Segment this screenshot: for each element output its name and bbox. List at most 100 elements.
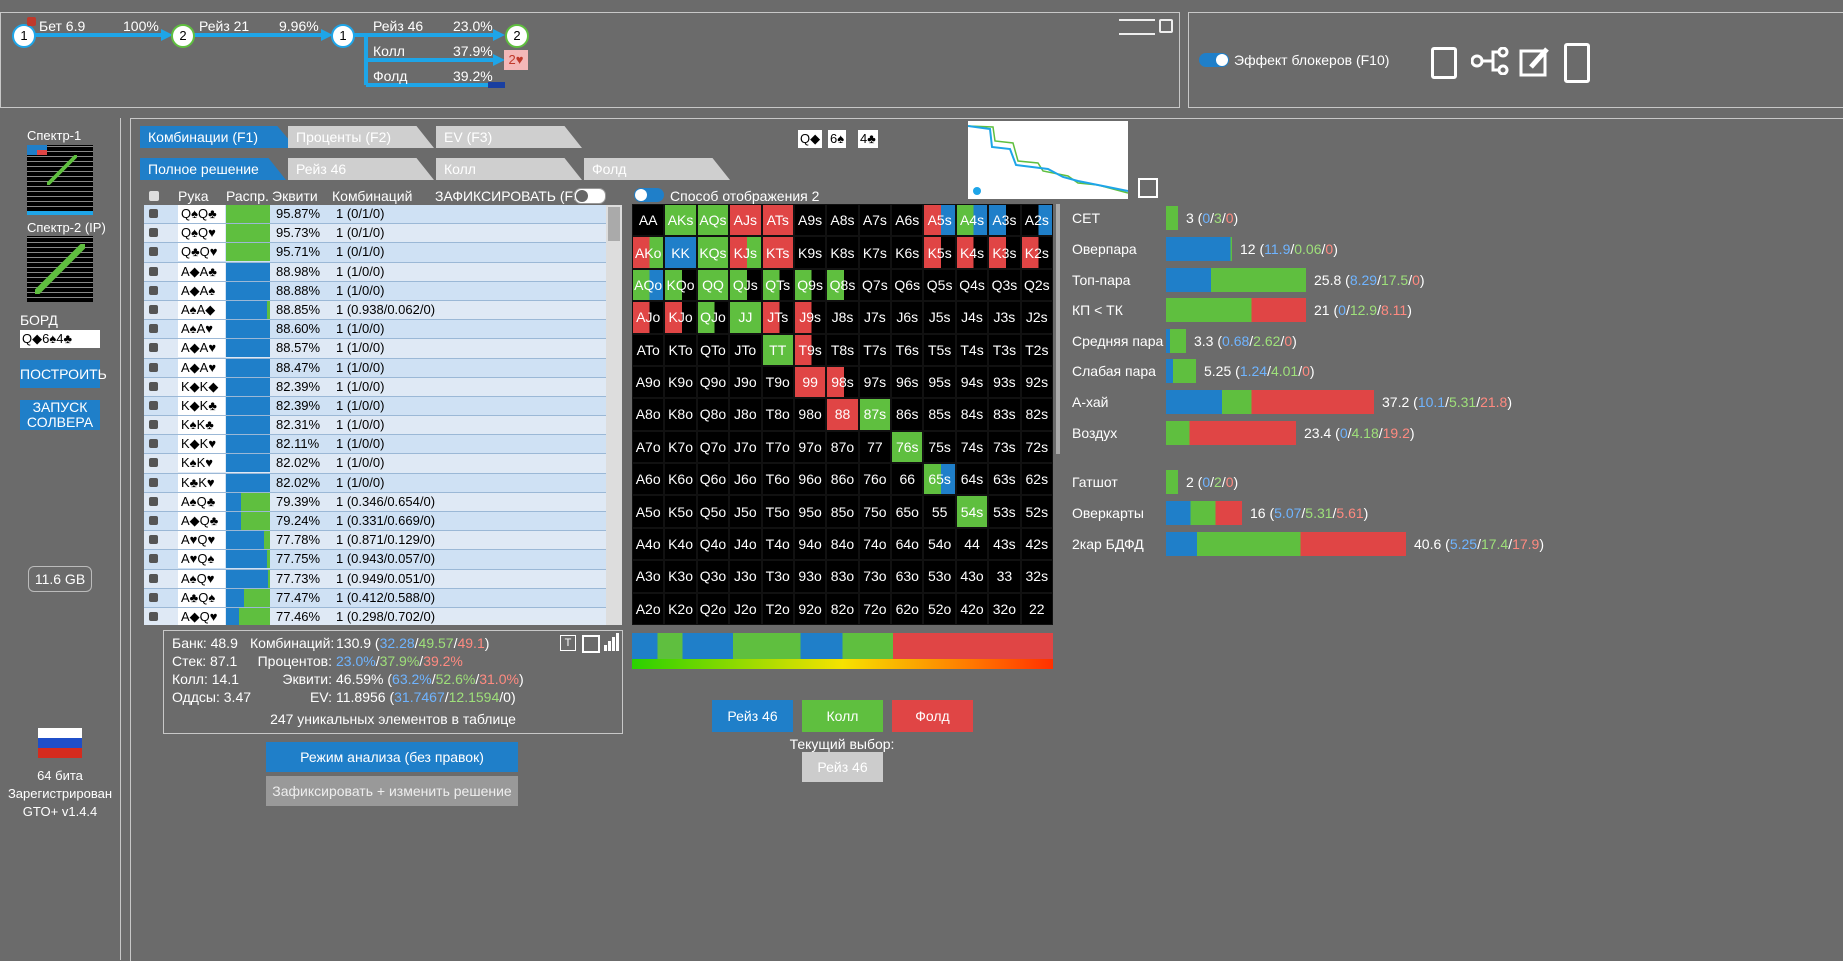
- call-button[interactable]: Колл: [802, 700, 883, 732]
- row-lock-icon[interactable]: [149, 496, 158, 506]
- tab-percents[interactable]: Проценты (F2): [288, 126, 434, 148]
- matrix-cell-Q4o[interactable]: Q4o: [696, 527, 730, 561]
- matrix-cell-K5s[interactable]: K5s: [923, 236, 956, 269]
- matrix-cell-K6s[interactable]: K6s: [891, 236, 924, 269]
- signal-icon[interactable]: [604, 633, 620, 651]
- matrix-cell-Q3s[interactable]: Q3s: [988, 268, 1021, 302]
- row-lock-icon[interactable]: [149, 381, 158, 391]
- matrix-cell-JJ[interactable]: JJ: [729, 301, 762, 334]
- matrix-cell-K8o[interactable]: K8o: [664, 398, 697, 431]
- matrix-cell-43o[interactable]: 43o: [955, 560, 989, 593]
- tree-node-1[interactable]: 1: [12, 24, 36, 48]
- matrix-cell-KQo[interactable]: KQo: [664, 268, 697, 302]
- matrix-cell-82s[interactable]: 82s: [1020, 398, 1053, 431]
- matrix-cell-65s[interactable]: 65s: [923, 463, 956, 496]
- matrix-cell-QQ[interactable]: QQ: [696, 268, 730, 302]
- matrix-cell-52o[interactable]: 52o: [923, 592, 956, 625]
- matrix-cell-Q9o[interactable]: Q9o: [696, 365, 730, 399]
- menu-icon[interactable]: [1119, 19, 1155, 35]
- matrix-cell-J6s[interactable]: J6s: [891, 301, 924, 334]
- matrix-cell-98s[interactable]: 98s: [826, 365, 859, 399]
- matrix-cell-T9s[interactable]: T9s: [793, 333, 827, 366]
- matrix-cell-93o[interactable]: 93o: [793, 560, 827, 593]
- table-row[interactable]: K◆K♣ 82.39% 1 (1/0/0): [144, 396, 606, 417]
- matrix-cell-54s[interactable]: 54s: [955, 495, 989, 528]
- table-row[interactable]: A◆A♣ 88.98% 1 (1/0/0): [144, 262, 606, 282]
- row-lock-icon[interactable]: [149, 611, 158, 621]
- row-lock-icon[interactable]: [149, 343, 158, 353]
- matrix-cell-94o[interactable]: 94o: [793, 527, 827, 561]
- matrix-cell-74s[interactable]: 74s: [955, 430, 989, 464]
- matrix-cell-99[interactable]: 99: [793, 365, 827, 399]
- matrix-cell-74o[interactable]: 74o: [858, 527, 892, 561]
- russia-flag-icon[interactable]: [38, 728, 82, 758]
- matrix-cell-Q9s[interactable]: Q9s: [793, 268, 827, 302]
- run-solver-button[interactable]: ЗАПУСК СОЛВЕРА: [20, 400, 100, 430]
- matrix-cell-96o[interactable]: 96o: [793, 463, 827, 496]
- tree-node-2c[interactable]: 2♥: [504, 50, 528, 70]
- row-lock-icon[interactable]: [149, 266, 158, 276]
- table-row[interactable]: A♠Q♥ 77.73% 1 (0.949/0.051/0): [144, 569, 606, 589]
- lock-change-button[interactable]: Зафиксировать + изменить решение: [266, 776, 518, 806]
- matrix-cell-93s[interactable]: 93s: [988, 365, 1021, 399]
- matrix-cell-K4s[interactable]: K4s: [955, 236, 989, 269]
- matrix-cell-87o[interactable]: 87o: [826, 430, 859, 464]
- padlock-icon[interactable]: [1159, 19, 1173, 33]
- matrix-cell-A5o[interactable]: A5o: [632, 495, 665, 528]
- matrix-cell-A7o[interactable]: A7o: [632, 430, 665, 464]
- row-lock-icon[interactable]: [149, 573, 158, 583]
- row-lock-icon[interactable]: [149, 554, 158, 564]
- matrix-cell-T7o[interactable]: T7o: [761, 430, 794, 464]
- matrix-cell-63o[interactable]: 63o: [891, 560, 924, 593]
- external-link-icon[interactable]: [1138, 178, 1158, 198]
- matrix-cell-82o[interactable]: 82o: [826, 592, 859, 625]
- matrix-cell-K8s[interactable]: K8s: [826, 236, 859, 269]
- matrix-cell-Q7s[interactable]: Q7s: [858, 268, 892, 302]
- matrix-cell-32o[interactable]: 32o: [988, 592, 1021, 625]
- matrix-cell-T6o[interactable]: T6o: [761, 463, 794, 496]
- matrix-cell-86s[interactable]: 86s: [891, 398, 924, 431]
- matrix-cell-87s[interactable]: 87s: [858, 398, 892, 431]
- matrix-cell-98o[interactable]: 98o: [793, 398, 827, 431]
- matrix-cell-J8o[interactable]: J8o: [729, 398, 762, 431]
- row-lock-icon[interactable]: [149, 477, 158, 487]
- tree-icon[interactable]: [1470, 46, 1509, 76]
- matrix-cell-42o[interactable]: 42o: [955, 592, 989, 625]
- table-row[interactable]: A♠Q♣ 79.39% 1 (0.346/0.654/0): [144, 492, 606, 512]
- matrix-cell-T5o[interactable]: T5o: [761, 495, 794, 528]
- display-mode-toggle[interactable]: [634, 188, 664, 202]
- matrix-cell-95o[interactable]: 95o: [793, 495, 827, 528]
- matrix-cell-Q8o[interactable]: Q8o: [696, 398, 730, 431]
- matrix-cell-22[interactable]: 22: [1020, 592, 1053, 625]
- matrix-cell-T8s[interactable]: T8s: [826, 333, 859, 366]
- matrix-cell-73o[interactable]: 73o: [858, 560, 892, 593]
- row-lock-icon[interactable]: [149, 285, 158, 295]
- matrix-cell-44[interactable]: 44: [955, 527, 989, 561]
- current-choice-value[interactable]: Рейз 46: [802, 752, 883, 782]
- matrix-cell-95s[interactable]: 95s: [923, 365, 956, 399]
- matrix-cell-A8s[interactable]: A8s: [826, 204, 859, 237]
- tab-ev[interactable]: EV (F3): [436, 126, 582, 148]
- build-button[interactable]: ПОСТРОИТЬ: [20, 360, 107, 388]
- edit-icon[interactable]: [1519, 45, 1551, 77]
- table-row[interactable]: K♠K♣ 82.31% 1 (1/0/0): [144, 416, 606, 436]
- table-row[interactable]: A♠A◆ 88.85% 1 (0.938/0.062/0): [144, 300, 606, 321]
- table-row[interactable]: Q♠Q♥ 95.73% 1 (0/1/0): [144, 224, 606, 244]
- tree-node-1b[interactable]: 1: [331, 24, 355, 48]
- spectrum1-grid[interactable]: [27, 145, 93, 211]
- matrix-cell-Q7o[interactable]: Q7o: [696, 430, 730, 464]
- row-lock-icon[interactable]: [149, 439, 158, 449]
- matrix-cell-75s[interactable]: 75s: [923, 430, 956, 464]
- row-lock-icon[interactable]: [149, 535, 158, 545]
- table-row[interactable]: Q♠Q♣ 95.87% 1 (0/1/0): [144, 205, 606, 225]
- table-row[interactable]: K♣K♥ 82.02% 1 (1/0/0): [144, 473, 606, 493]
- matrix-cell-Q4s[interactable]: Q4s: [955, 268, 989, 302]
- matrix-cell-Q3o[interactable]: Q3o: [696, 560, 730, 593]
- matrix-cell-94s[interactable]: 94s: [955, 365, 989, 399]
- export-icon[interactable]: [582, 635, 600, 653]
- table-row[interactable]: A♥Q♥ 77.78% 1 (0.871/0.129/0): [144, 531, 606, 551]
- tab-fold[interactable]: Фолд: [584, 158, 730, 180]
- matrix-cell-AKs[interactable]: AKs: [664, 204, 697, 237]
- matrix-cell-A3s[interactable]: A3s: [988, 204, 1021, 237]
- matrix-cell-T4o[interactable]: T4o: [761, 527, 794, 561]
